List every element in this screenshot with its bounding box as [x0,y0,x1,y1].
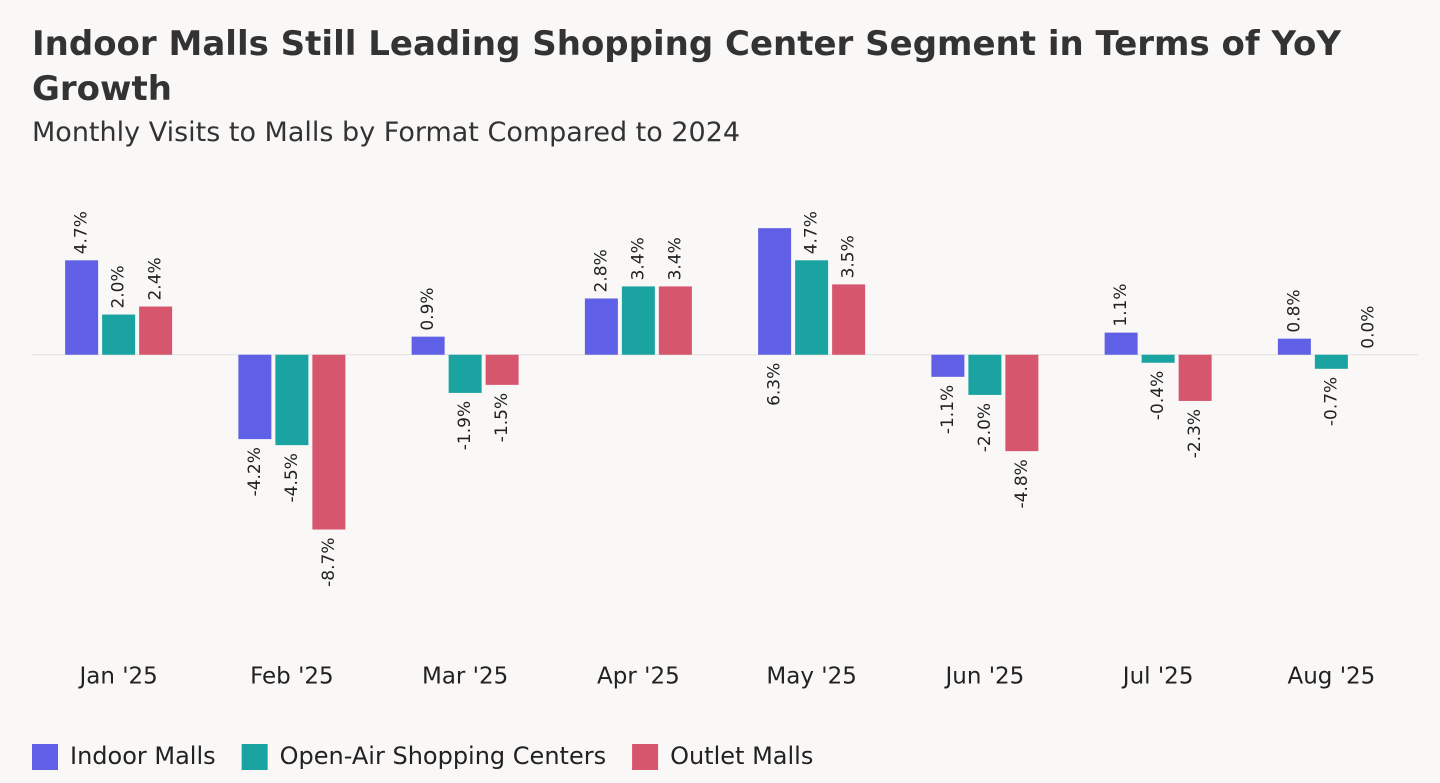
chart-subtitle: Monthly Visits to Malls by Format Compar… [32,117,741,148]
bar [968,354,1002,395]
x-tick-label: Jul '25 [1121,664,1194,690]
value-label: 2.4% [146,257,166,300]
x-tick-label: Mar '25 [422,664,508,690]
value-label: -1.9% [455,401,475,450]
value-label: -1.1% [938,385,958,434]
x-tick-label: May '25 [766,664,856,690]
bar [275,354,309,446]
bar [1104,332,1138,355]
bar [65,260,99,355]
x-tick-label: Jan '25 [77,664,157,690]
legend-label: Indoor Malls [70,742,216,770]
value-label: 0.8% [1284,289,1304,332]
x-tick-label: Aug '25 [1287,664,1375,690]
bar [485,354,519,385]
bar [931,354,965,377]
value-label: 3.4% [628,237,648,280]
value-label: 0.0% [1358,306,1378,349]
value-label: 1.1% [1111,283,1131,326]
value-label: 3.5% [839,235,859,278]
chart-title: Indoor Malls Still Leading Shopping Cent… [32,24,1341,109]
value-label: 3.4% [665,237,685,280]
bar [1277,338,1311,355]
bar [621,286,655,355]
value-label: -2.0% [975,403,995,452]
legend-swatch [241,744,268,770]
value-label: -4.5% [282,453,302,502]
value-label: -0.4% [1148,371,1168,420]
value-label: -8.7% [319,538,339,587]
legend-swatch [32,744,58,770]
bar [238,354,272,440]
bar [758,228,792,355]
value-label: -1.5% [492,393,512,442]
value-label: 4.7% [72,211,92,254]
value-label: 4.7% [802,211,822,254]
bar [1178,354,1212,401]
value-label: 0.9% [418,287,438,330]
x-tick-label: Apr '25 [597,664,680,690]
bar [832,284,866,355]
bar [102,314,136,355]
value-label: 2.8% [591,249,611,292]
value-label: -0.7% [1321,377,1341,426]
value-label: 6.3% [765,363,785,406]
value-label: 2.0% [109,265,129,308]
legend-label: Outlet Malls [670,742,813,770]
x-tick-label: Jun '25 [943,664,1024,690]
bar [411,336,445,355]
bar [139,306,173,355]
bar [312,354,346,530]
value-label: -2.3% [1185,409,1205,458]
bar [658,286,692,355]
x-tick-label: Feb '25 [250,664,334,690]
value-label: -4.8% [1012,459,1032,508]
bar [1005,354,1039,452]
bar [1141,354,1175,363]
bar [448,354,482,393]
bar [1314,354,1348,369]
bar [795,260,829,355]
bar [584,298,618,355]
value-label: -4.2% [245,447,265,496]
legend-swatch [632,744,659,770]
legend-label: Open-Air Shopping Centers [280,742,606,770]
